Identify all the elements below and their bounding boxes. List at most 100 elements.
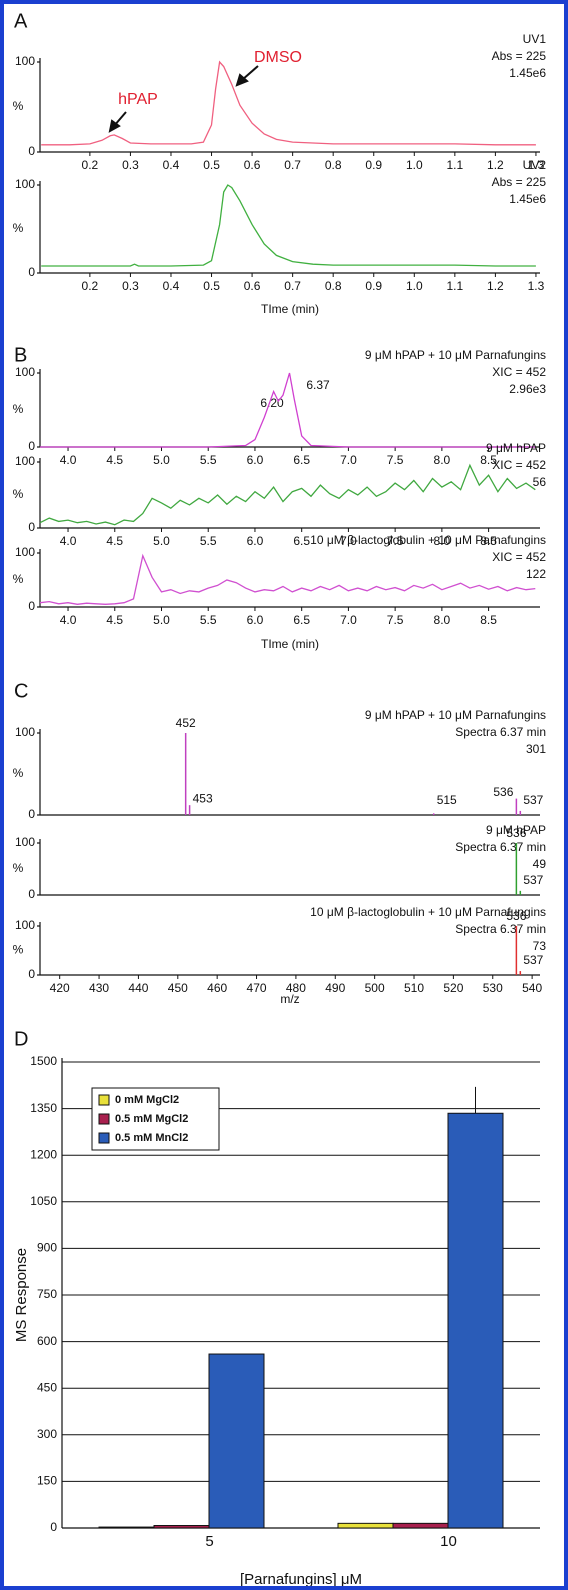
x-tick-label: 8.0 [434,613,451,627]
bar [153,1525,210,1529]
chart-label: Spectra 6.37 min [455,725,546,739]
peak-label: 452 [176,716,196,730]
x-axis-label: [Parnafungins] μM [240,1571,362,1586]
chart-label: 9 μM hPAP + 10 μM Parnafungins [365,708,546,722]
x-tick-label: 1.3 [528,279,545,293]
chart-label: XIC = 452 [492,550,546,564]
chart-label: 9 μM hPAP [486,441,546,455]
y-tick-label: 600 [37,1334,57,1348]
chart-label: Spectra 6.37 min [455,840,546,854]
x-tick-label: 0.3 [122,279,139,293]
x-tick-label: 0.7 [284,158,301,172]
legend-label: 0.5 mM MgCl2 [115,1113,188,1125]
legend-label: 0 mM MgCl2 [115,1094,179,1106]
chart-label: 1.45e6 [509,66,546,80]
x-tick-label: 0.6 [244,158,261,172]
y-axis-label: MS Response [13,1248,30,1342]
annotation: 6.37 [306,378,330,392]
y-axis-label: % [13,99,24,113]
bar [447,1112,504,1529]
y-tick-label: 100 [15,454,35,468]
x-tick-label: 540 [522,981,542,995]
y-tick-label: 750 [37,1287,57,1301]
peak-label: 515 [437,793,457,807]
x-tick-label: 5.5 [200,534,217,548]
x-tick-label: 5 [205,1533,213,1550]
y-tick-label: 0 [28,144,35,158]
x-tick-label: 0.8 [325,279,342,293]
y-axis-label: % [13,402,24,416]
x-tick-label: 6.0 [247,453,264,467]
y-tick-label: 100 [15,835,35,849]
x-tick-label: 530 [483,981,503,995]
x-tick-label: 4.0 [60,453,77,467]
y-tick-label: 100 [15,545,35,559]
x-tick-label: 4.5 [106,453,123,467]
y-tick-label: 450 [37,1380,57,1394]
peak-label: 537 [523,953,543,967]
x-tick-label: 450 [168,981,188,995]
x-tick-label: 8.0 [434,534,451,548]
y-axis-label: % [13,572,24,586]
y-tick-label: 0 [28,265,35,279]
x-tick-label: 0.2 [82,158,99,172]
y-axis-label: % [13,943,24,957]
x-tick-label: 1.0 [406,158,423,172]
x-tick-label: 470 [247,981,267,995]
y-tick-label: 100 [15,918,35,932]
y-tick-label: 0 [28,520,35,534]
bar [337,1522,394,1529]
chart-label: UV2 [523,158,547,172]
y-tick-label: 1050 [30,1194,57,1208]
y-tick-label: 150 [37,1474,57,1488]
trace [41,60,536,146]
x-tick-label: 7.0 [340,453,357,467]
chart-label: 73 [533,939,547,953]
chart-label: 10 μM β-lactoglobulin + 10 μM Parnafungi… [310,533,546,547]
x-tick-label: 0.9 [365,279,382,293]
y-tick-label: 0 [28,599,35,613]
y-tick-label: 1500 [30,1054,57,1068]
panel-label: A [14,10,28,32]
x-tick-label: 490 [325,981,345,995]
x-tick-label: 7.5 [387,453,404,467]
x-tick-label: 430 [89,981,109,995]
panel-label: D [14,1028,28,1050]
chart-label: XIC = 452 [492,458,546,472]
x-tick-label: 6.0 [247,613,264,627]
trace [41,184,536,267]
legend-swatch [98,1094,110,1106]
x-tick-label: 0.5 [203,158,220,172]
x-tick-label: 420 [50,981,70,995]
y-tick-label: 1200 [30,1147,57,1161]
x-tick-label: 460 [207,981,227,995]
y-tick-label: 900 [37,1241,57,1255]
x-tick-label: 440 [128,981,148,995]
x-tick-label: 4.0 [60,613,77,627]
x-tick-label: 1.1 [446,158,463,172]
y-tick-label: 0 [50,1520,57,1534]
chart-label: 56 [533,475,547,489]
x-tick-label: 4.5 [106,613,123,627]
chart-label: 301 [526,742,546,756]
peak-label: 536 [506,826,526,840]
y-tick-label: 0 [28,439,35,453]
arrows [108,65,259,133]
chart-label: 122 [526,567,546,581]
x-tick-label: 8.5 [480,453,497,467]
x-tick-label: 7.5 [387,534,404,548]
legend-swatch [98,1113,110,1125]
y-axis-label: % [13,221,24,235]
x-tick-label: 6.5 [293,534,310,548]
x-tick-label: 0.8 [325,158,342,172]
chart-label: Abs = 225 [492,175,547,189]
x-tick-label: 4.5 [106,534,123,548]
x-tick-label: 7.0 [340,534,357,548]
annotation: DMSO [254,49,302,66]
legend [91,1087,220,1151]
annotation: hPAP [118,91,158,108]
chart-label: XIC = 452 [492,365,546,379]
x-tick-label: 6.5 [293,613,310,627]
x-tick-label: 1.0 [406,279,423,293]
